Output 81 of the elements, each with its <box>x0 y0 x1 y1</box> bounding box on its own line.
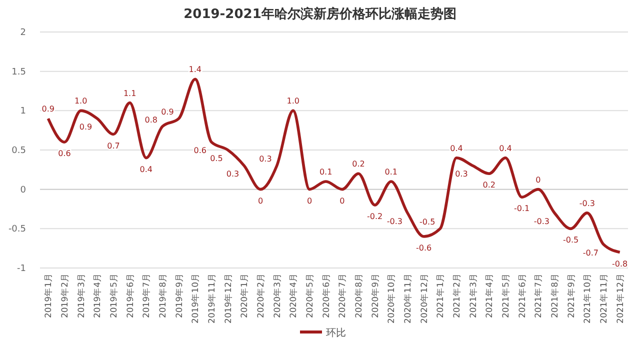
x-tick-label: 2020年3月 <box>272 273 283 318</box>
data-label: -0.5 <box>563 236 579 245</box>
x-tick-label: 2020年7月 <box>337 273 348 318</box>
x-tick-label: 2020年10月 <box>386 273 398 324</box>
x-tick-label: 2020年4月 <box>288 273 300 318</box>
data-label: 0.4 <box>499 144 512 153</box>
data-label: 0 <box>536 175 541 184</box>
x-tick-label: 2021年1月 <box>435 273 446 318</box>
x-tick-label: 2021年7月 <box>533 273 544 318</box>
data-label: -0.6 <box>416 244 432 253</box>
x-tick-label: 2020年1月 <box>239 273 250 318</box>
x-tick-label: 2021年12月 <box>614 273 626 324</box>
data-label: 0.9 <box>42 104 55 114</box>
data-label: -0.7 <box>582 248 598 258</box>
data-label: 1.4 <box>188 65 202 74</box>
x-tick-label: 2019年1月 <box>43 273 54 318</box>
x-tick-label: 2019年3月 <box>76 273 87 318</box>
x-tick-label: 2019年11月 <box>206 273 218 324</box>
x-tick-label: 2021年4月 <box>484 273 496 318</box>
data-label: 1.0 <box>74 96 88 106</box>
data-label: 0.6 <box>58 149 71 158</box>
y-tick-label: 1 <box>20 106 26 117</box>
x-tick-label: 2020年12月 <box>418 273 430 324</box>
data-label: 0.9 <box>79 122 92 132</box>
data-label: 0.1 <box>319 167 332 176</box>
x-tick-label: 2019年9月 <box>174 273 185 318</box>
data-label: 0.7 <box>107 141 120 150</box>
data-label: 0.3 <box>455 170 468 179</box>
data-label: -0.5 <box>420 218 436 227</box>
x-tick-label: 2021年5月 <box>500 273 512 318</box>
data-label: 1.1 <box>123 88 136 98</box>
x-tick-label: 2020年11月 <box>402 273 414 324</box>
data-label: 0.3 <box>226 170 240 179</box>
x-tick-label: 2019年12月 <box>222 273 234 324</box>
data-label: -0.3 <box>579 198 595 208</box>
x-tick-label: 2019年4月 <box>92 273 104 318</box>
x-tick-label: 2019年5月 <box>108 273 120 318</box>
y-tick-label: -1 <box>17 264 26 274</box>
x-tick-label: 2020年9月 <box>370 273 381 318</box>
x-tick-label: 2021年11月 <box>598 273 610 324</box>
data-label: -0.1 <box>514 204 530 214</box>
x-tick-label: 2019年8月 <box>158 273 168 318</box>
x-tick-label: 2019年10月 <box>190 273 202 324</box>
y-tick-label: 2 <box>20 28 26 38</box>
x-tick-label: 2019年6月 <box>124 273 136 318</box>
data-label: 0.5 <box>210 154 223 163</box>
x-tick-label: 2021年3月 <box>468 273 479 318</box>
y-tick-label: 0 <box>20 185 26 196</box>
data-label: 0 <box>306 196 312 206</box>
x-tick-label: 2019年2月 <box>60 273 70 318</box>
data-label: 0 <box>258 196 264 206</box>
y-tick-label: 0.5 <box>12 146 26 156</box>
data-label: 0.1 <box>384 167 398 176</box>
legend-label: 环比 <box>326 327 346 339</box>
data-label: -0.8 <box>612 259 628 268</box>
x-tick-label: 2021年9月 <box>566 273 577 318</box>
x-tick-label: 2021年6月 <box>516 273 528 318</box>
data-label: 0.3 <box>259 154 272 164</box>
x-tick-label: 2020年2月 <box>256 273 266 318</box>
data-label: 0.8 <box>144 115 158 124</box>
x-tick-label: 2020年5月 <box>304 273 316 318</box>
data-label: 1.0 <box>286 96 300 106</box>
data-label: 0 <box>340 196 345 206</box>
x-tick-label: 2019年7月 <box>141 273 152 318</box>
data-label: 0.2 <box>352 160 365 169</box>
y-tick-label: -0.5 <box>8 224 26 235</box>
data-label: 0.9 <box>161 108 174 117</box>
data-label: 0.4 <box>140 164 153 174</box>
data-label: 0.4 <box>450 144 463 153</box>
y-tick-label: 1.5 <box>12 67 26 78</box>
data-label: -0.3 <box>534 216 550 226</box>
x-tick-label: 2020年8月 <box>354 273 364 318</box>
x-tick-label: 2021年2月 <box>452 273 462 318</box>
x-tick-label: 2020年6月 <box>320 273 332 318</box>
data-label: 0.6 <box>194 146 206 156</box>
data-label: 0.2 <box>482 180 496 190</box>
x-tick-label: 2021年8月 <box>550 273 560 318</box>
chart-title: 2019-2021年哈尔滨新房价格环比涨幅走势图 <box>184 6 456 22</box>
data-label: -0.2 <box>367 212 383 222</box>
x-tick-label: 2021年10月 <box>582 273 594 324</box>
data-label: -0.3 <box>386 216 402 226</box>
